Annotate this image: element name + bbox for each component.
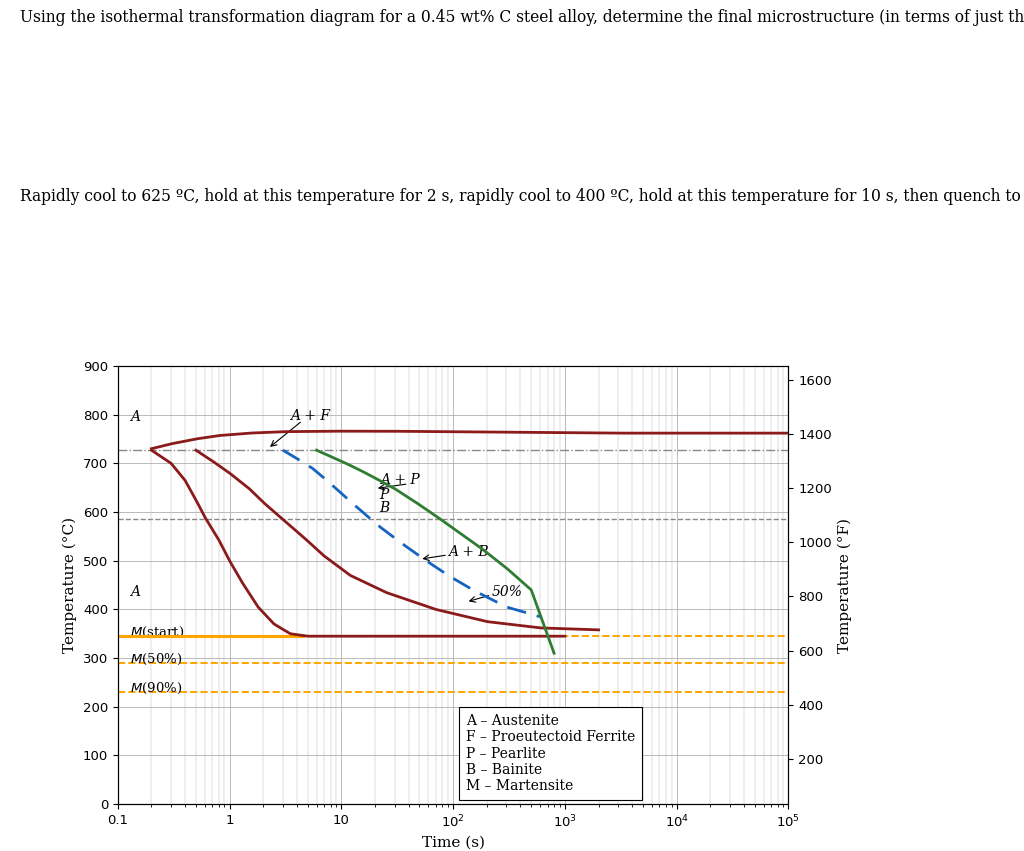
- Text: A + B: A + B: [449, 545, 488, 559]
- Text: $M$(start): $M$(start): [130, 625, 185, 640]
- Text: $M$(50%): $M$(50%): [130, 652, 182, 667]
- X-axis label: Time (s): Time (s): [422, 836, 484, 850]
- Text: Using the isothermal transformation diagram for a 0.45 wt% C steel alloy, determ: Using the isothermal transformation diag…: [20, 9, 1024, 26]
- Text: $M$(90%): $M$(90%): [130, 682, 182, 696]
- Text: 50%: 50%: [492, 585, 522, 599]
- Y-axis label: Temperature (°C): Temperature (°C): [62, 517, 77, 653]
- Text: A: A: [130, 585, 140, 599]
- Text: A + P: A + P: [380, 473, 420, 488]
- Text: A + F: A + F: [291, 409, 331, 424]
- Text: A – Austenite
F – Proeutectoid Ferrite
P – Pearlite
B – Bainite
M – Martensite: A – Austenite F – Proeutectoid Ferrite P…: [466, 714, 635, 793]
- Text: B: B: [380, 501, 390, 515]
- Text: P: P: [380, 488, 389, 502]
- Text: A: A: [130, 409, 140, 424]
- Text: Rapidly cool to 625 ºC, hold at this temperature for 2 s, rapidly cool to 400 ºC: Rapidly cool to 625 ºC, hold at this tem…: [20, 188, 1024, 205]
- Y-axis label: Temperature (°F): Temperature (°F): [838, 517, 852, 653]
